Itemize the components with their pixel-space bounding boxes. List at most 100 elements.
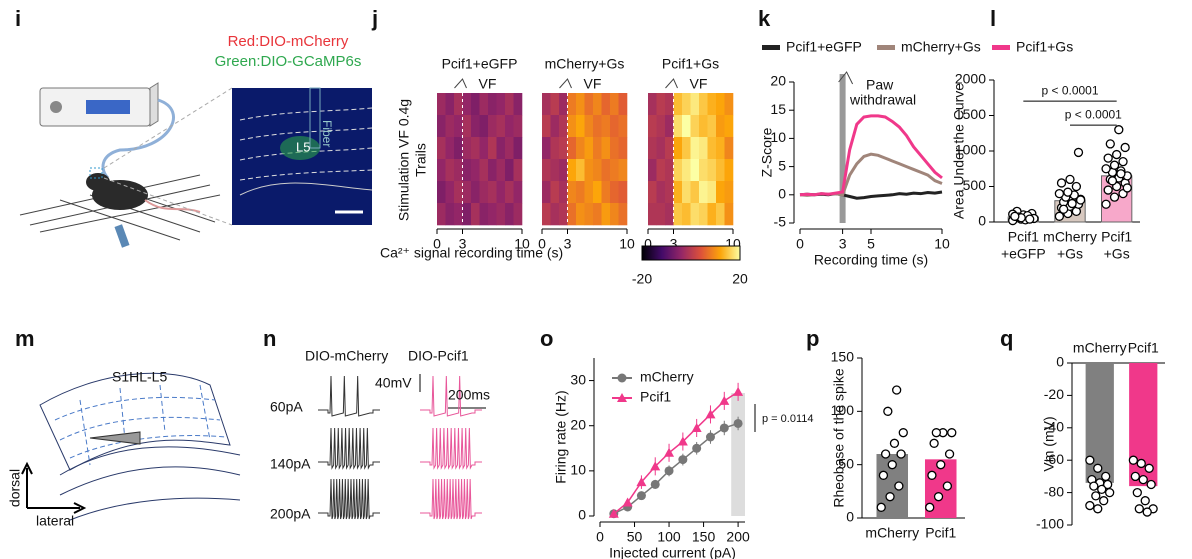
point [650, 461, 661, 471]
point [664, 466, 674, 476]
heatmap-cell [505, 159, 514, 182]
y-tick-label: 0 [578, 507, 586, 523]
heatmap-cell [724, 93, 734, 116]
data-point [929, 438, 939, 448]
data-point [896, 449, 906, 459]
heatmap-cell [505, 181, 514, 204]
heatmap-cell [618, 115, 628, 138]
y-axis-label: Area Under the Curve [951, 83, 967, 219]
heatmap-cell [682, 181, 691, 204]
y-tick-label: -5 [774, 214, 787, 230]
spike-traces [318, 374, 486, 520]
label: 60pA [270, 399, 303, 415]
x-tick-label: 10 [934, 236, 950, 252]
y-tick-label: 15 [770, 101, 786, 117]
y-tick-label: 0 [978, 213, 986, 229]
heatmap-cell [716, 115, 725, 138]
heatmap-cell [699, 203, 708, 226]
heatmap-cell [471, 181, 480, 204]
x-tick-label: Pcif1 [1008, 229, 1039, 245]
heatmap-cell [682, 115, 691, 138]
annotation: p = 0.0114 [762, 413, 813, 425]
point [622, 497, 633, 507]
data-point [1109, 160, 1120, 170]
x-tick-label: 5 [867, 236, 875, 252]
heatmap-cell [648, 137, 657, 160]
y-tick-label: 5 [778, 157, 786, 173]
label: Fiber [320, 120, 334, 147]
y-tick-label: 30 [570, 371, 586, 387]
data-point [1101, 164, 1111, 174]
label: dorsal [7, 469, 23, 507]
data-point [1128, 455, 1139, 465]
legend-label: Pcif1+eGFP [786, 39, 862, 55]
heatmap-cell [724, 203, 734, 226]
data-point [1065, 174, 1075, 185]
heatmap-cell [496, 137, 506, 160]
heatmap-cell [479, 159, 489, 182]
heatmap-cell [576, 115, 585, 138]
heatmap-cell [673, 159, 683, 182]
x-tick-label: Pcif1 [1101, 229, 1132, 245]
x-tick-label: 0 [644, 236, 652, 252]
heatmap-cell [656, 115, 666, 138]
x-tick-label: mCherry [1073, 340, 1127, 356]
x-tick-label: 3 [670, 236, 678, 252]
heatmap-cell [716, 181, 725, 204]
stimulus-marker: VF [584, 76, 602, 92]
x-tick-label: Pcif1 [1128, 340, 1159, 356]
heatmap-cell [454, 115, 463, 138]
heatmap-cell [618, 93, 628, 116]
x-tick-label: mCherry [1043, 229, 1097, 245]
data-point [883, 406, 893, 416]
heatmap-cell [437, 93, 446, 116]
heatmap-title: Pcif1+eGFP [442, 56, 518, 72]
x-tick-label: 0 [433, 236, 441, 252]
x-tick-label: +Gs [1057, 246, 1083, 262]
vf-icon [559, 78, 572, 89]
heatmap-title: Pcif1+Gs [662, 56, 719, 72]
label: Green:DIO-GCaMP6s [215, 53, 362, 70]
y-tick-label: 1500 [955, 106, 986, 122]
heatmap-cell [682, 203, 691, 226]
data-point [894, 481, 904, 491]
heatmap-cell [593, 203, 602, 226]
heatmap-cell [707, 137, 717, 160]
heatmap-cell [724, 137, 734, 160]
colorbar-tick-label: 20 [732, 271, 748, 287]
y-tick-label: 20 [770, 73, 786, 89]
heatmap-cell [445, 181, 455, 204]
setup-illustration [19, 82, 373, 248]
point [636, 477, 647, 487]
heatmap-cell [699, 115, 708, 138]
heatmap-cell [665, 181, 674, 204]
heatmap-cell [665, 159, 674, 182]
x-tick-label: 0 [796, 236, 804, 252]
legend-label: mCherry+Gs [901, 39, 981, 55]
series-line [613, 391, 739, 515]
heatmap-cell [462, 137, 472, 160]
data-point [1112, 149, 1122, 160]
heatmap-cell [479, 137, 489, 160]
data-point [898, 428, 908, 438]
heatmap-cell [479, 181, 489, 204]
heatmap-cell [550, 203, 560, 226]
heatmap-cell [462, 159, 472, 182]
heatmap-cell [567, 137, 577, 160]
heatmap-cell [618, 137, 628, 160]
heatmap-cell [488, 203, 497, 226]
stimulus-marker: VF [690, 76, 708, 92]
x-axis-label: Recording time (s) [814, 252, 928, 268]
heatmap-cell [496, 159, 506, 182]
heatmap-cell [593, 159, 602, 182]
point [650, 479, 660, 489]
x-tick-label: 3 [839, 236, 847, 252]
y-tick-label: 0 [778, 186, 786, 202]
point [677, 436, 688, 446]
heatmap-cell [505, 115, 514, 138]
x-axis-label: Ca²⁺ signal recording time (s) [380, 245, 563, 261]
x-tick-label: 100 [657, 529, 681, 545]
x-tick-label: +Gs [1104, 246, 1130, 262]
heatmap-cell [707, 115, 717, 138]
legend-label: mCherry [640, 369, 694, 385]
